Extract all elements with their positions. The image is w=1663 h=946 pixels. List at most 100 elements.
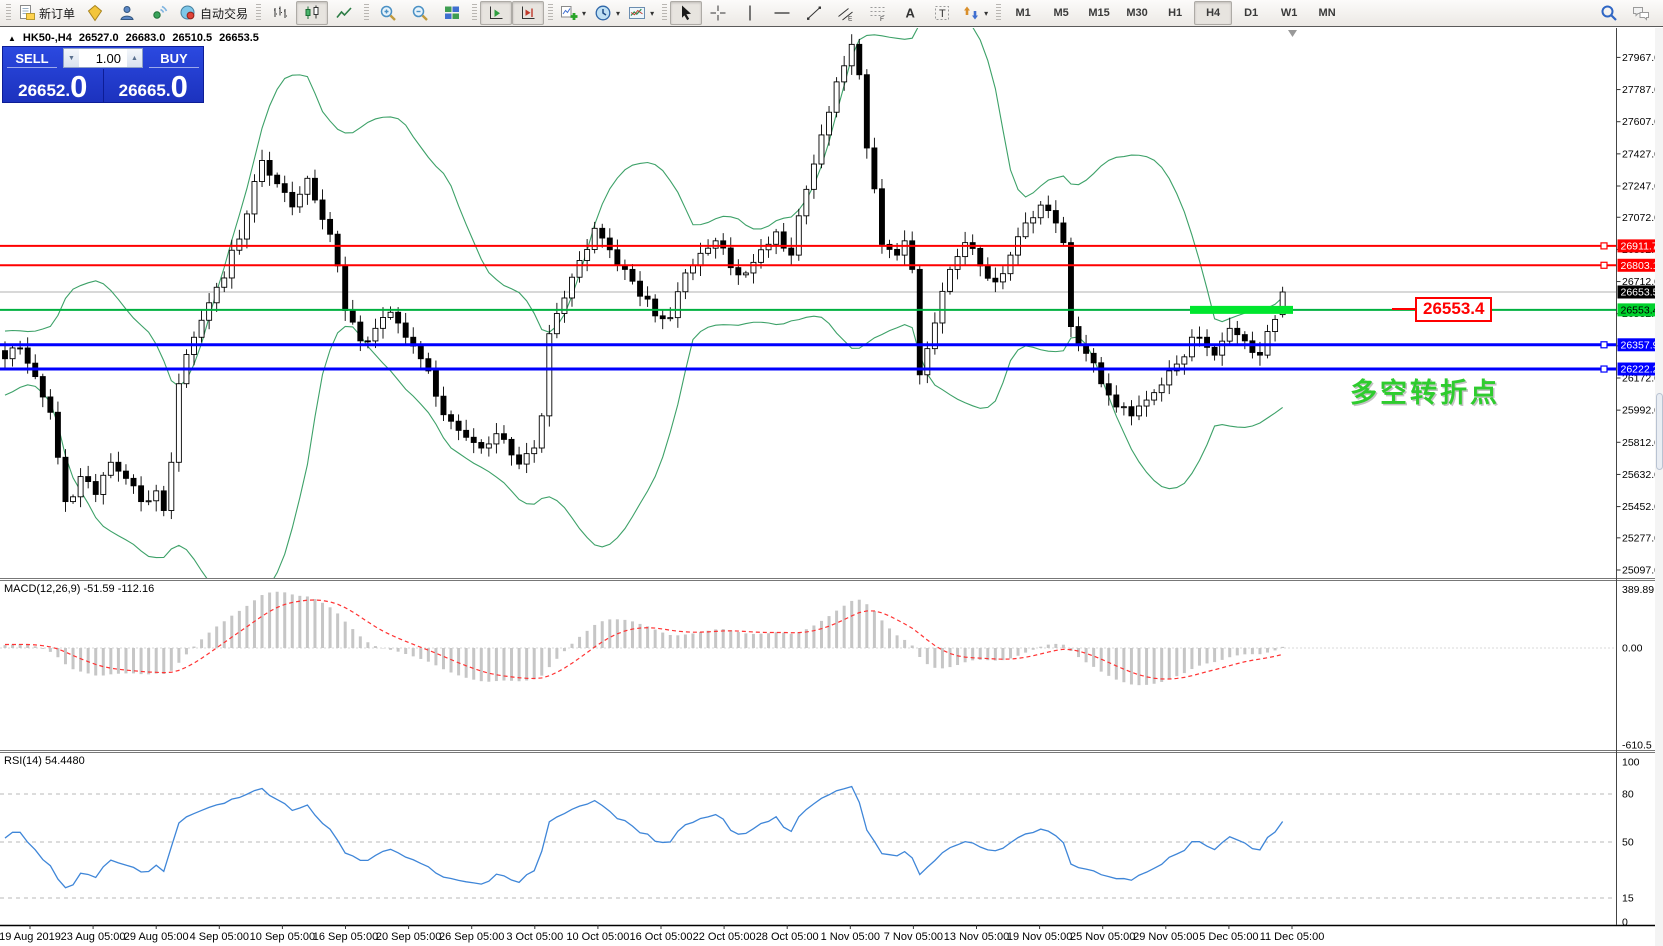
horizontal-line-button[interactable] [766, 1, 798, 25]
tf-m1-label: M1 [1015, 7, 1031, 19]
price-axis[interactable]: 27967.0 27787.0 27607.0 27427.0 27247.0 27072… [1616, 28, 1663, 929]
cursor-button[interactable] [670, 1, 703, 25]
equidistant-channel-button[interactable]: E [830, 1, 862, 25]
svg-text:20 Sep 05:00: 20 Sep 05:00 [376, 931, 441, 943]
zoom-in-button[interactable] [372, 1, 404, 25]
tf-m30-button[interactable]: M30 [1118, 1, 1156, 25]
volume-increase-button[interactable]: ▲ [127, 49, 142, 67]
text-button[interactable]: A [894, 1, 926, 25]
toolbar-group-grip[interactable] [996, 4, 1002, 22]
tf-d1-button[interactable]: D1 [1232, 1, 1270, 25]
fibonacci-button[interactable]: F [862, 1, 894, 25]
vertical-line-button[interactable] [734, 1, 766, 25]
chart-canvas[interactable]: 27967.0 27787.0 27607.0 27427.0 27247.0 27072… [0, 28, 1663, 946]
svg-text:0: 0 [1622, 917, 1628, 929]
arrows-button[interactable]: ▾ [958, 1, 992, 25]
main-toolbar: 新订单 自动交易 ▾ ▾ ▾ E F A T ▾ M1 M5 M15 M30 H1 H4 D1 W1 MN [0, 0, 1663, 27]
toolbar-group-grip[interactable] [548, 4, 554, 22]
trendline-button[interactable] [798, 1, 830, 25]
line-handle[interactable] [1600, 341, 1608, 349]
svg-text:27967.0: 27967.0 [1622, 52, 1660, 64]
sell-button[interactable]: SELL [3, 47, 61, 69]
indicators-icon [560, 4, 578, 22]
line-handle[interactable] [1600, 261, 1608, 269]
line-handle[interactable] [1600, 365, 1608, 373]
toolbar-group-grip[interactable] [256, 4, 262, 22]
toolbar-group-grip[interactable] [472, 4, 478, 22]
tf-h4-button[interactable]: H4 [1194, 1, 1233, 25]
horizontal-line[interactable] [0, 261, 1616, 269]
price-zone-highlight[interactable] [1190, 305, 1293, 314]
profile-button[interactable] [111, 1, 143, 25]
svg-text:1 Nov 05:00: 1 Nov 05:00 [821, 931, 880, 943]
volume-decrease-button[interactable]: ▼ [64, 49, 79, 67]
price-axis-badge: 26653.5 [1617, 285, 1663, 299]
toolbar-group-grip[interactable] [6, 4, 11, 22]
text-icon: A [901, 4, 919, 22]
auto-trading-button[interactable]: 自动交易 [175, 1, 252, 25]
turning-point-annotation[interactable]: 多空转折点 [1350, 378, 1500, 408]
templates-button[interactable]: ▾ [624, 1, 658, 25]
svg-text:27427.0: 27427.0 [1622, 148, 1660, 160]
horizontal-line[interactable] [0, 341, 1616, 349]
crosshair-button[interactable] [702, 1, 734, 25]
zoom-out-button[interactable] [404, 1, 436, 25]
chart-shift-marker[interactable] [1288, 30, 1297, 37]
svg-text:13 Nov 05:00: 13 Nov 05:00 [944, 931, 1009, 943]
horizontal-line[interactable] [0, 365, 1616, 373]
horizontal-line[interactable] [0, 242, 1616, 250]
tf-m1-button[interactable]: M1 [1004, 1, 1042, 25]
line-chart-button[interactable] [328, 1, 360, 25]
tf-mn-button[interactable]: MN [1308, 1, 1346, 25]
sell-price[interactable]: 26652. 0 [3, 69, 103, 102]
periods-dropdown-caret[interactable]: ▾ [616, 8, 621, 18]
signals-button[interactable] [143, 1, 175, 25]
toolbar-group-grip[interactable] [364, 4, 370, 22]
svg-text:25812.0: 25812.0 [1622, 437, 1660, 449]
volume-input[interactable]: 1.00 [95, 50, 121, 66]
chart-shift-button[interactable] [512, 1, 545, 25]
metaeditor-button[interactable] [79, 1, 111, 25]
vertical-scrollbar[interactable] [1655, 28, 1663, 946]
indicators-dropdown-caret[interactable]: ▾ [582, 8, 587, 18]
tf-w1-button[interactable]: W1 [1270, 1, 1308, 25]
chat-button[interactable] [1625, 1, 1657, 25]
tf-h1-button[interactable]: H1 [1156, 1, 1194, 25]
tile-windows-button[interactable] [436, 1, 468, 25]
auto-trading-label: 自动交易 [200, 6, 249, 21]
symbol-name: HK50-,H4 [22, 32, 72, 44]
text-label-button[interactable]: T [926, 1, 958, 25]
templates-dropdown-caret[interactable]: ▾ [650, 8, 655, 18]
ohlc-close: 26653.5 [219, 32, 259, 44]
indicators-button[interactable]: ▾ [556, 1, 590, 25]
price-flag-annotation[interactable]: 26553.4 [1392, 297, 1493, 322]
new-order-button[interactable]: 新订单 [14, 1, 79, 25]
candlestick-chart-button[interactable] [296, 1, 329, 25]
buy-price-int: 26665 [118, 81, 166, 100]
ohlc-high: 26683.0 [125, 32, 166, 44]
auto-scroll-button[interactable] [480, 1, 513, 25]
svg-text:22 Oct 05:00: 22 Oct 05:00 [693, 931, 756, 943]
tf-m5-button[interactable]: M5 [1042, 1, 1080, 25]
scrollbar-thumb[interactable] [1655, 393, 1663, 470]
line-handle[interactable] [1600, 242, 1608, 250]
candlestick-series [2, 34, 1286, 520]
search-button[interactable] [1593, 1, 1625, 25]
svg-text:10 Oct 05:00: 10 Oct 05:00 [566, 931, 629, 943]
toolbar-group-grip[interactable] [662, 4, 668, 22]
periods-button[interactable]: ▾ [590, 1, 624, 25]
arrows-dropdown-caret[interactable]: ▾ [984, 8, 989, 18]
svg-text:25 Nov 05:00: 25 Nov 05:00 [1070, 931, 1135, 943]
buy-button[interactable]: BUY [145, 47, 203, 69]
collapse-ohlc-icon[interactable]: ▲ [8, 33, 16, 43]
svg-text:4 Sep 05:00: 4 Sep 05:00 [190, 931, 249, 943]
buy-price[interactable]: 26665. 0 [104, 69, 204, 102]
svg-text:26653.5: 26653.5 [1621, 287, 1659, 299]
svg-text:29 Aug 05:00: 29 Aug 05:00 [124, 931, 189, 943]
pane-separators[interactable] [0, 578, 1663, 927]
tf-m15-button[interactable]: M15 [1080, 1, 1118, 25]
svg-text:E: E [848, 16, 853, 23]
zoom-in-icon [379, 4, 397, 22]
bar-chart-button[interactable] [264, 1, 296, 25]
